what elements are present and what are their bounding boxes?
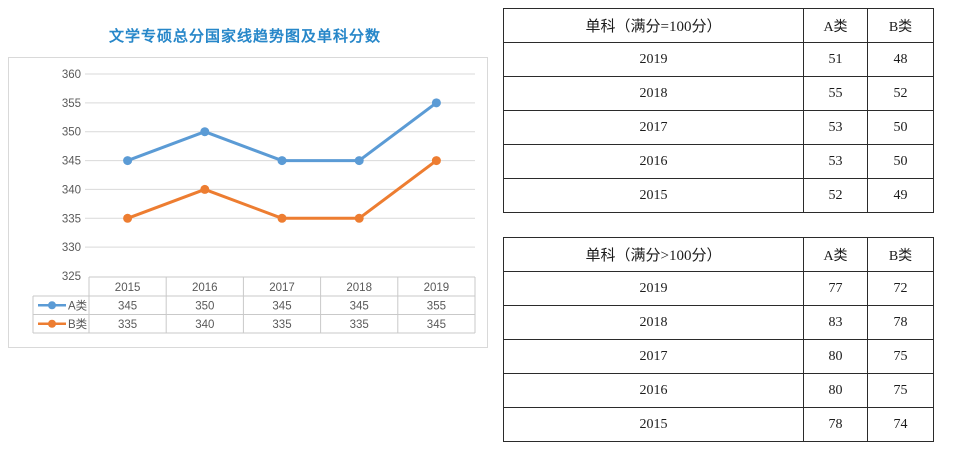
year-cell: 2015 <box>503 178 804 213</box>
data-point-marker <box>354 156 364 166</box>
legend-marker <box>48 301 56 310</box>
data-point-marker <box>431 156 441 166</box>
y-axis-label: 345 <box>62 156 81 168</box>
legend-label: B类 <box>68 317 88 331</box>
a-score-cell: 77 <box>803 271 868 306</box>
b-score-cell: 50 <box>867 110 934 145</box>
series-value-label: 345 <box>272 300 291 312</box>
table-header-row: 单科（满分=100分） A类 B类 <box>503 8 934 43</box>
data-point-marker <box>200 127 210 137</box>
category-label: 2015 <box>115 282 141 294</box>
a-score-cell: 53 <box>803 144 868 179</box>
year-cell: 2018 <box>503 305 804 340</box>
year-cell: 2017 <box>503 339 804 374</box>
a-score-cell: 80 <box>803 373 868 408</box>
table-row: 2019 51 48 <box>503 42 934 77</box>
table-row: 2015 52 49 <box>503 178 934 213</box>
series-value-label: 350 <box>195 300 214 312</box>
year-cell: 2016 <box>503 373 804 408</box>
b-score-cell: 75 <box>867 373 934 408</box>
table-row: 2017 53 50 <box>503 110 934 145</box>
series-value-label: 335 <box>118 319 137 331</box>
year-cell: 2017 <box>503 110 804 145</box>
category-label: 2018 <box>346 282 372 294</box>
category-label: 2019 <box>424 282 450 294</box>
series-value-label: 345 <box>350 300 369 312</box>
category-label: 2016 <box>192 282 218 294</box>
table-row: 2016 53 50 <box>503 144 934 179</box>
data-point-marker <box>123 156 133 166</box>
legend-label: A类 <box>68 298 88 312</box>
series-value-label: 345 <box>427 319 446 331</box>
a-score-cell: 52 <box>803 178 868 213</box>
b-score-cell: 72 <box>867 271 934 306</box>
table-row: 2019 77 72 <box>503 271 934 306</box>
col-header-b: B类 <box>867 8 934 43</box>
year-cell: 2016 <box>503 144 804 179</box>
data-point-marker <box>277 156 287 166</box>
series-value-label: 335 <box>272 319 291 331</box>
category-label: 2017 <box>269 282 295 294</box>
table-title: 单科（满分=100分） <box>503 8 804 43</box>
b-score-cell: 52 <box>867 76 934 111</box>
y-axis-label: 355 <box>62 98 81 110</box>
y-axis-label: 325 <box>62 271 81 283</box>
data-point-marker <box>200 184 210 194</box>
table-row: 2015 78 74 <box>503 407 934 442</box>
year-cell: 2018 <box>503 76 804 111</box>
b-score-cell: 48 <box>867 42 934 77</box>
b-score-cell: 49 <box>867 178 934 213</box>
subject-score-table-max100: 单科（满分=100分） A类 B类 2019 51 48 2018 55 52 … <box>503 8 934 213</box>
table-row: 2017 80 75 <box>503 339 934 374</box>
y-axis-label: 350 <box>62 127 81 139</box>
col-header-b: B类 <box>867 237 934 272</box>
y-axis-label: 340 <box>62 184 81 196</box>
b-score-cell: 74 <box>867 407 934 442</box>
series-value-label: 345 <box>118 300 137 312</box>
series-value-label: 355 <box>427 300 446 312</box>
b-score-cell: 50 <box>867 144 934 179</box>
a-score-cell: 53 <box>803 110 868 145</box>
trend-chart-container: 325 330 335 340 345 350 355 360 2015 2016 2017 2018… <box>8 57 488 348</box>
y-axis-label: 330 <box>62 242 81 254</box>
trend-chart: 325 330 335 340 345 350 355 360 2015 2016 2017 2018… <box>32 69 476 334</box>
subject-score-table-over100: 单科（满分>100分） A类 B类 2019 77 72 2018 83 78 … <box>503 237 934 442</box>
data-point-marker <box>431 98 441 108</box>
table-row: 2018 83 78 <box>503 305 934 340</box>
data-point-marker <box>123 213 133 223</box>
y-axis-label: 335 <box>62 213 81 225</box>
data-point-marker <box>277 213 287 223</box>
chart-title: 文学专硕总分国家线趋势图及单科分数 <box>108 28 381 45</box>
year-cell: 2019 <box>503 42 804 77</box>
legend-marker <box>48 319 56 328</box>
col-header-a: A类 <box>803 237 868 272</box>
table-header-row: 单科（满分>100分） A类 B类 <box>503 237 934 272</box>
y-axis-label: 360 <box>62 69 81 81</box>
col-header-a: A类 <box>803 8 868 43</box>
a-score-cell: 83 <box>803 305 868 340</box>
year-cell: 2015 <box>503 407 804 442</box>
table-title: 单科（满分>100分） <box>503 237 804 272</box>
table-row: 2016 80 75 <box>503 373 934 408</box>
b-score-cell: 75 <box>867 339 934 374</box>
a-score-cell: 78 <box>803 407 868 442</box>
data-point-marker <box>354 213 364 223</box>
a-score-cell: 80 <box>803 339 868 374</box>
a-score-cell: 55 <box>803 76 868 111</box>
series-value-label: 335 <box>350 319 369 331</box>
table-row: 2018 55 52 <box>503 76 934 111</box>
b-score-cell: 78 <box>867 305 934 340</box>
series-value-label: 340 <box>195 319 214 331</box>
year-cell: 2019 <box>503 271 804 306</box>
a-score-cell: 51 <box>803 42 868 77</box>
